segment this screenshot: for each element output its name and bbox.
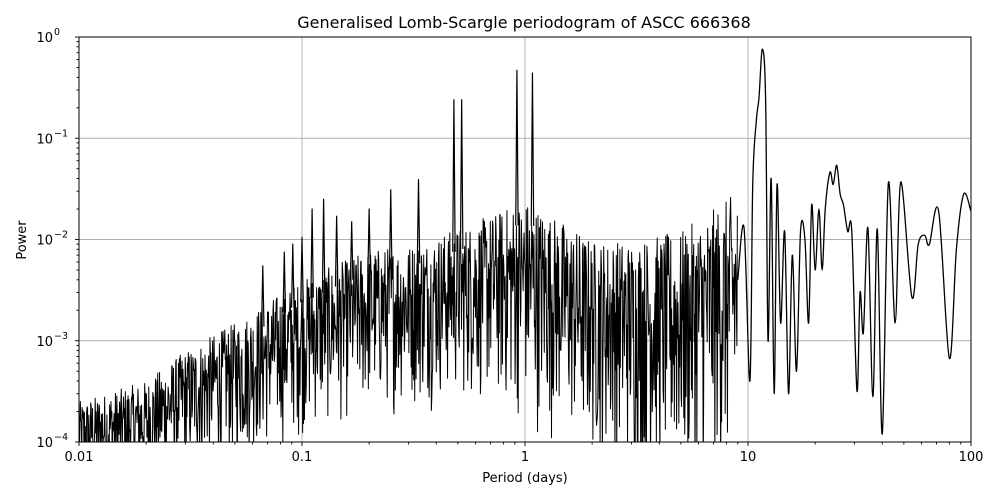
x-tick-label: 1 xyxy=(521,450,529,465)
x-tick-label: 0.01 xyxy=(65,450,94,465)
axis-ticks xyxy=(75,36,972,446)
y-tick-label: 10 xyxy=(36,31,53,46)
y-tick-label: 10 xyxy=(36,234,53,249)
y-axis-label: Power xyxy=(15,220,30,260)
plot-area xyxy=(79,48,971,442)
y-tick-label: 10 xyxy=(36,335,53,350)
x-tick-label: 0.1 xyxy=(292,450,313,465)
chart-title: Generalised Lomb-Scargle periodogram of … xyxy=(297,13,751,32)
y-tick-exponent: −1 xyxy=(54,128,68,139)
y-tick-exponent: −2 xyxy=(54,230,68,241)
x-tick-label: 100 xyxy=(959,450,984,465)
periodogram-tail-line xyxy=(737,48,971,435)
y-tick-label: 10 xyxy=(36,132,53,147)
periodogram-dense-line xyxy=(79,196,738,442)
x-axis-label: Period (days) xyxy=(482,471,568,486)
y-tick-label: 10 xyxy=(36,436,53,451)
y-tick-exponent: −3 xyxy=(54,331,68,342)
y-tick-exponent: 0 xyxy=(54,27,60,38)
x-tick-labels: 0.01 0.1 1 10 100 xyxy=(65,450,984,465)
y-tick-exponent: −4 xyxy=(54,432,68,443)
periodogram-spikes xyxy=(260,69,535,327)
x-tick-label: 10 xyxy=(740,450,757,465)
